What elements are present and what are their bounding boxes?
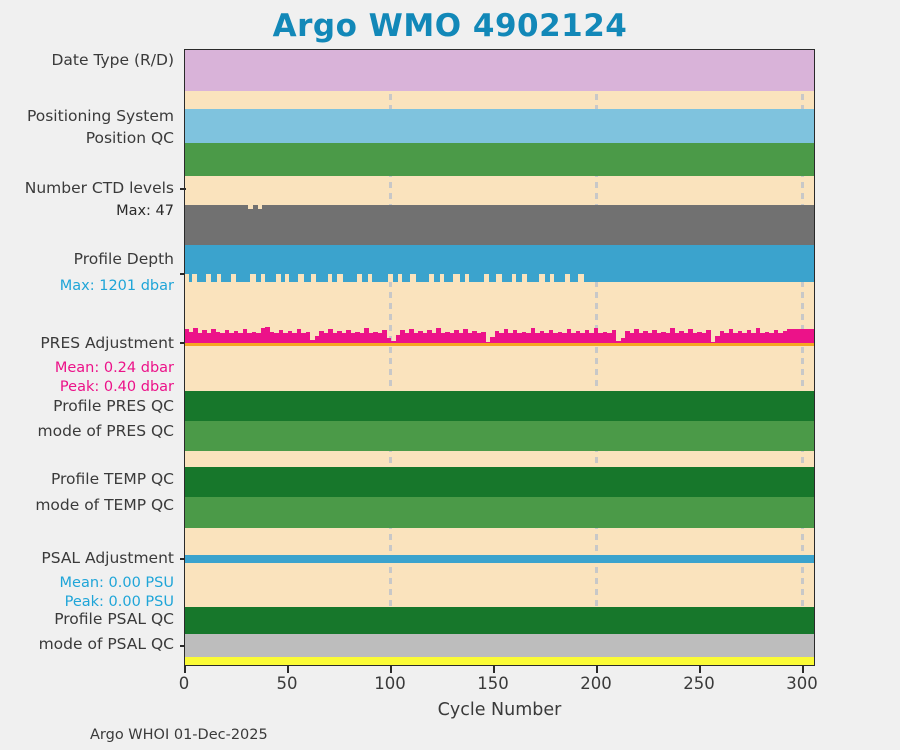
psal-adjustment-trace [185,555,814,563]
xtick-label-300: 300 [786,674,818,693]
xtick-label-250: 250 [683,674,715,693]
ylabel-profile-depth: Profile Depth [73,250,174,268]
gridline-300 [801,50,804,665]
xtick-200 [596,666,598,673]
ylabel-mode-pres-qc: mode of PRES QC [37,422,174,440]
band-mode-psal-qc-gray [185,634,814,657]
xtick-150 [493,666,495,673]
band-mode-pres-qc [185,421,814,451]
profile-depth-variation [185,274,814,282]
band-profile-temp-qc [185,467,814,497]
ylabel-psal-adjustment: PSAL Adjustment [41,549,174,567]
xtick-100 [390,666,392,673]
xtick-250 [699,666,701,673]
ylabel-date-type: Date Type (R/D) [51,51,174,69]
x-axis-title: Cycle Number [437,700,562,720]
ylabel-ctd-levels: Number CTD levels [24,179,174,197]
ylabel-position-qc: Position QC [85,129,174,147]
band-ctd-levels [185,208,814,247]
argo-summary-plot [184,49,815,666]
band-profile-pres-qc [185,391,814,421]
xtick-label-200: 200 [580,674,612,693]
xtick-label-50: 50 [276,674,298,693]
ylabel-psal-peak: Peak: 0.00 PSU [64,594,174,610]
ylabel-psal-mean: Mean: 0.00 PSU [59,575,174,591]
gridline-200 [595,50,598,665]
ylabel-positioning-system: Positioning System [26,107,174,125]
ylabel-mode-temp-qc: mode of TEMP QC [35,496,174,514]
page-title: Argo WMO 4902124 [272,8,628,44]
band-positioning-system [185,109,814,143]
ytick-mode-psal-qc [180,645,186,647]
ytick-profile-depth [180,273,186,275]
xtick-label-100: 100 [374,674,406,693]
ctd-levels-dips [185,205,814,209]
ylabel-profile-depth-max: Max: 1201 dbar [59,278,174,294]
ylabel-mode-psal-qc: mode of PSAL QC [38,635,174,653]
xtick-label-0: 0 [178,674,190,693]
footer-credit: Argo WHOI 01-Dec-2025 [90,727,268,743]
ytick-ctd-levels [180,188,186,190]
ylabel-profile-temp-qc: Profile TEMP QC [50,470,174,488]
ytick-pres-adjustment [180,342,186,344]
ytick-psal-adjustment [180,558,186,560]
pres-adjustment-sparkline [185,320,814,346]
xtick-300 [802,666,804,673]
band-mode-temp-qc [185,497,814,528]
pres-zero-line [185,343,814,346]
ylabel-profile-psal-qc: Profile PSAL QC [54,610,174,628]
band-mode-psal-qc-yellow [185,657,814,665]
ylabel-pres-adjustment: PRES Adjustment [40,334,174,352]
ylabel-pres-mean: Mean: 0.24 dbar [54,360,174,376]
xtick-50 [287,666,289,673]
band-profile-psal-qc [185,607,814,634]
pres-adjustment-trace [185,320,814,346]
xtick-label-150: 150 [477,674,509,693]
band-position-qc [185,143,814,176]
band-date-type [185,50,814,91]
gridline-100 [389,50,392,665]
y-axis-labels: Date Type (R/D) Positioning System Posit… [0,49,180,666]
ylabel-ctd-levels-max: Max: 47 [116,203,174,219]
ylabel-pres-peak: Peak: 0.40 dbar [59,379,174,395]
xtick-0 [184,666,186,673]
ylabel-profile-pres-qc: Profile PRES QC [53,397,174,415]
